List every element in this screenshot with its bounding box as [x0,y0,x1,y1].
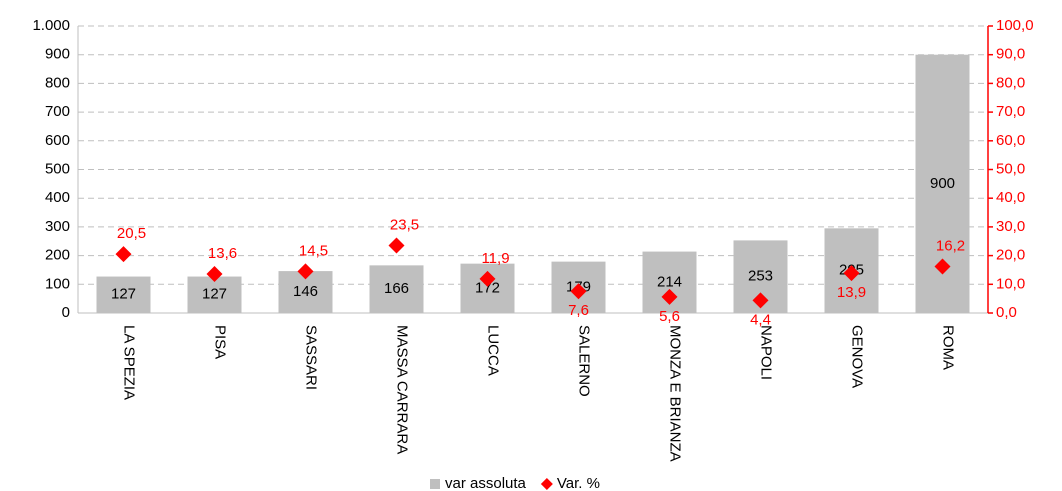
y-tick-label: 700 [45,103,70,120]
y-tick-label: 100 [45,275,70,292]
bar-label: 253 [748,268,773,285]
marker [934,258,951,275]
bar [369,265,424,313]
x-tick-label: ROMA [940,325,957,370]
y2-tick-label: 40,0 [996,189,1025,206]
y-tick-label: 400 [45,189,70,206]
y2-tick-label: 60,0 [996,132,1025,149]
marker-label: 14,5 [299,242,328,259]
legend-swatch [430,479,440,489]
bar-label: 172 [475,279,500,296]
x-tick-label: LUCCA [485,325,502,376]
legend-label: var assoluta [445,475,527,491]
x-tick-label: SASSARI [303,325,320,390]
legend-label: Var. % [557,475,600,491]
y2-tick-label: 80,0 [996,74,1025,91]
bar-label: 214 [657,273,682,290]
y-tick-label: 800 [45,74,70,91]
marker-label: 23,5 [390,217,419,234]
x-tick-label: GENOVA [849,325,866,388]
marker-label: 13,9 [837,284,866,301]
bar [187,276,242,313]
y2-tick-label: 90,0 [996,46,1025,63]
bar [96,276,151,313]
marker [570,283,587,300]
x-tick-label: LA SPEZIA [121,325,138,400]
marker-label: 16,2 [936,237,965,254]
marker [297,263,314,280]
bar-label: 127 [111,286,136,303]
y-tick-label: 200 [45,247,70,264]
x-tick-label: MASSA CARRARA [394,325,411,454]
y-tick-label: 300 [45,218,70,235]
legend-swatch [540,478,553,490]
marker [843,265,860,282]
marker-label: 13,6 [208,245,237,262]
bar-label: 127 [202,286,227,303]
y2-tick-label: 50,0 [996,160,1025,177]
bar-label: 146 [293,283,318,300]
y-tick-label: 900 [45,46,70,63]
x-tick-label: MONZA E BRIANZA [667,325,684,462]
marker-label: 20,5 [117,225,146,242]
x-tick-label: NAPOLI [758,325,775,380]
x-tick-label: PISA [212,325,229,359]
bar-label: 900 [930,175,955,192]
y-tick-label: 1.000 [32,17,70,34]
x-tick-label: SALERNO [576,325,593,397]
bar-label: 166 [384,280,409,297]
marker-label: 7,6 [568,302,589,319]
y-tick-label: 0 [62,304,70,321]
marker [752,292,769,309]
marker-label: 5,6 [659,308,680,325]
y-tick-label: 600 [45,132,70,149]
y2-tick-label: 0,0 [996,304,1017,321]
y2-tick-label: 70,0 [996,103,1025,120]
y2-tick-label: 100,0 [996,17,1034,34]
marker [479,270,496,287]
marker [388,237,405,254]
y2-tick-label: 10,0 [996,275,1025,292]
y2-tick-label: 20,0 [996,247,1025,264]
marker-label: 11,9 [481,250,509,267]
y-tick-label: 500 [45,160,70,177]
marker [661,288,678,305]
marker [115,246,132,263]
marker-label: 4,4 [750,311,771,328]
y2-tick-label: 30,0 [996,218,1025,235]
marker [206,265,223,282]
